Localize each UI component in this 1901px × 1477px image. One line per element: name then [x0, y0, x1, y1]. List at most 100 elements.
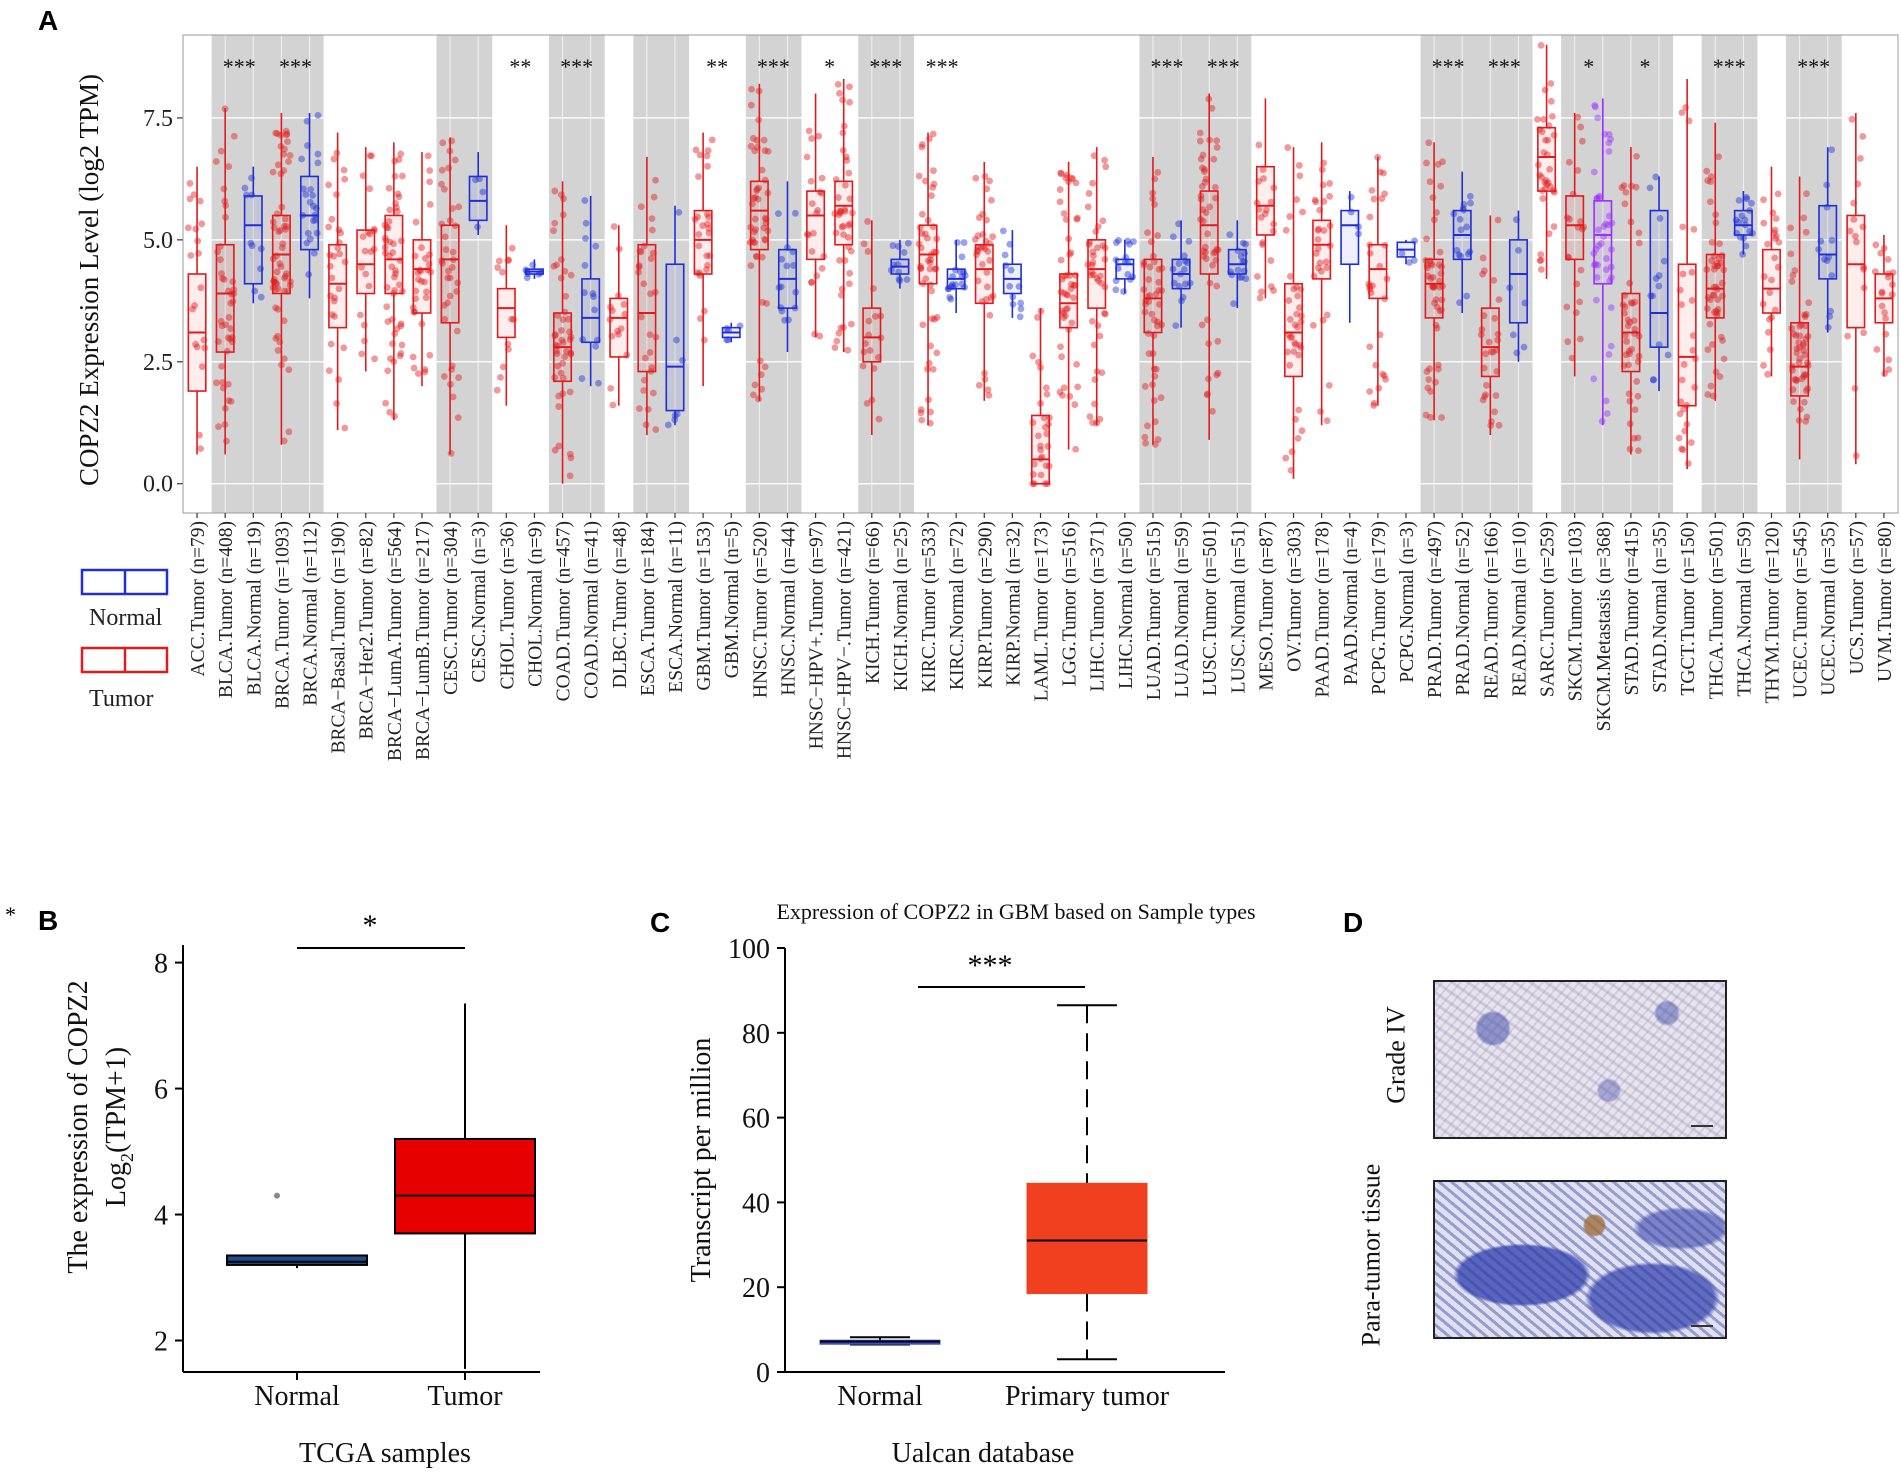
- data-point: [592, 342, 600, 350]
- box-tumor: [1199, 190, 1219, 275]
- data-point: [283, 130, 291, 138]
- data-point: [1293, 283, 1300, 291]
- x-tick-label: ESCA.Tumor (n=184): [638, 521, 659, 696]
- x-tick-label: CHOL.Normal (n=9): [525, 521, 546, 687]
- data-point: [1828, 146, 1836, 154]
- data-point: [1291, 339, 1299, 347]
- data-point: [557, 369, 565, 377]
- data-point: [1631, 325, 1639, 333]
- data-point: [336, 250, 344, 258]
- data-point: [637, 313, 645, 321]
- data-point: [1070, 294, 1077, 302]
- data-point: [1607, 342, 1615, 350]
- data-point: [280, 355, 288, 363]
- data-point: [838, 285, 846, 293]
- data-point: [705, 229, 713, 237]
- x-tick-label: STAD.Tumor (n=415): [1622, 521, 1643, 695]
- data-point: [386, 238, 394, 246]
- data-point: [1788, 278, 1796, 285]
- box-normal: [243, 195, 263, 285]
- x-tick-label: READ.Normal (n=10): [1509, 521, 1530, 697]
- data-point: [930, 180, 938, 188]
- data-point: [1577, 123, 1585, 131]
- data-point: [981, 172, 989, 180]
- data-point: [1124, 237, 1132, 245]
- data-point: [1380, 372, 1388, 380]
- data-point: [591, 306, 598, 314]
- data-point: [1429, 194, 1437, 202]
- box-normal: [1508, 239, 1528, 324]
- data-point: [1625, 361, 1632, 369]
- data-point: [928, 315, 936, 323]
- data-point: [1006, 282, 1014, 290]
- data-point: [385, 184, 393, 192]
- data-point: [1600, 223, 1608, 230]
- data-point: [1202, 248, 1209, 256]
- data-point: [652, 176, 659, 184]
- data-point: [839, 222, 847, 230]
- data-point: [1430, 284, 1438, 292]
- data-point: [1714, 262, 1722, 270]
- data-point: [974, 277, 982, 285]
- data-point: [1548, 112, 1556, 120]
- data-point: [1680, 361, 1688, 368]
- data-point: [609, 401, 617, 409]
- data-point: [1325, 381, 1333, 389]
- data-point: [1259, 239, 1267, 247]
- data-point: [388, 263, 396, 271]
- x-tick-label: PRAD.Normal (n=52): [1453, 521, 1474, 696]
- y-tick-label: 60: [742, 1104, 770, 1135]
- data-point: [1764, 370, 1772, 378]
- data-point: [1426, 178, 1434, 186]
- data-point: [864, 248, 872, 255]
- data-point: [186, 195, 194, 203]
- data-point: [453, 327, 461, 335]
- data-point: [1621, 200, 1629, 208]
- data-point: [1084, 203, 1092, 211]
- data-point: [361, 247, 369, 255]
- data-point: [1092, 228, 1100, 235]
- data-point: [217, 317, 225, 325]
- data-point: [875, 415, 883, 423]
- data-point: [699, 222, 707, 230]
- data-point: [390, 240, 397, 248]
- data-point: [1882, 314, 1890, 322]
- data-point: [1433, 324, 1441, 332]
- data-point: [972, 174, 980, 182]
- panel-a-points: [184, 42, 1897, 488]
- data-point: [438, 180, 445, 188]
- x-tick-label: CESC.Tumor (n=304): [441, 521, 462, 695]
- data-point: [186, 180, 194, 187]
- data-point: [1198, 321, 1206, 329]
- data-point: [314, 111, 322, 119]
- data-point: [335, 376, 343, 383]
- data-point: [285, 428, 293, 436]
- data-point: [781, 316, 789, 324]
- data-point: [366, 185, 374, 193]
- data-point: [816, 332, 824, 340]
- data-point: [1148, 310, 1156, 318]
- data-point: [747, 262, 755, 269]
- data-point: [1427, 388, 1435, 395]
- x-tick-label: LUAD.Tumor (n=515): [1144, 521, 1165, 700]
- data-point: [1398, 249, 1406, 257]
- box-tumor: [1030, 414, 1051, 485]
- data-point: [863, 399, 871, 407]
- data-point: [1366, 388, 1374, 395]
- data-point: [1198, 164, 1206, 172]
- x-tick-label: CHOL.Tumor (n=36): [497, 521, 518, 689]
- data-point: [230, 132, 238, 140]
- data-point: [384, 224, 392, 232]
- data-point: [426, 201, 434, 208]
- data-point: [917, 406, 925, 414]
- data-point: [1069, 175, 1077, 183]
- data-point: [1259, 241, 1266, 248]
- data-point: [1130, 238, 1137, 246]
- significance-label: ***: [1432, 54, 1465, 79]
- data-point: [841, 207, 849, 215]
- box-tumor: [609, 297, 629, 358]
- data-point: [751, 194, 759, 201]
- data-point: [864, 218, 871, 225]
- data-point: [1827, 307, 1834, 315]
- data-point: [331, 312, 338, 320]
